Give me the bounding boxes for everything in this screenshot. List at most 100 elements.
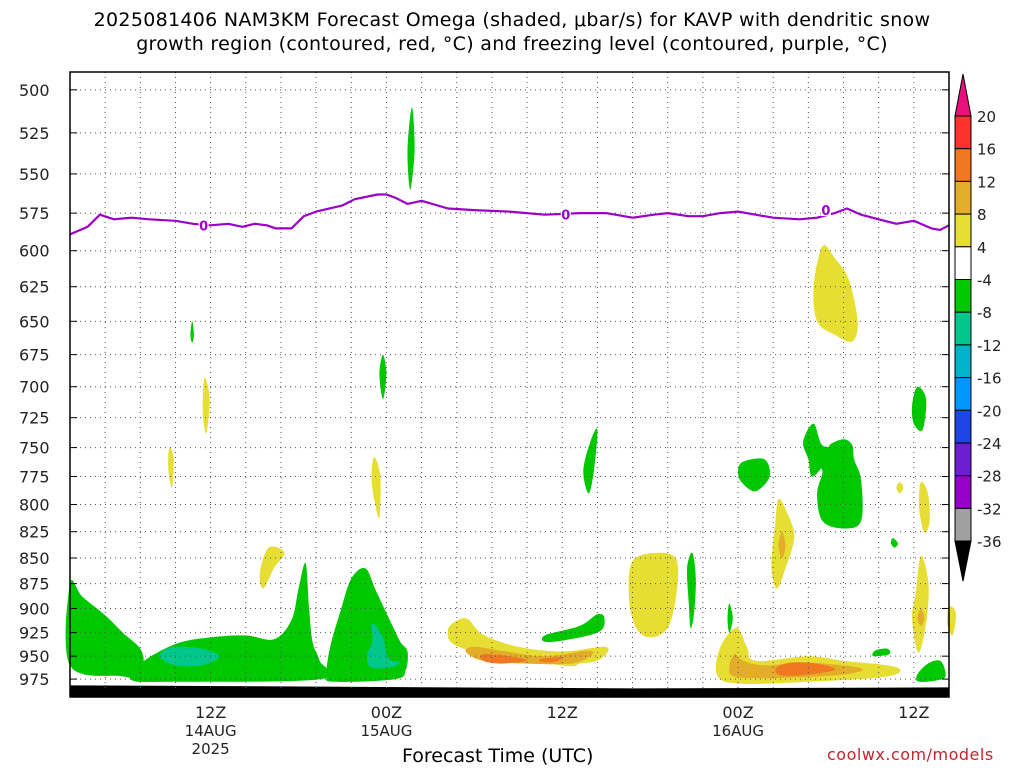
colorbar-label: -4 [977, 272, 992, 290]
y-tick-label: 700 [19, 378, 50, 397]
x-tick-label: 12Z [898, 703, 929, 722]
omega-region [366, 622, 401, 669]
omega-region [813, 439, 863, 529]
freezing-level-line [69, 193, 950, 236]
y-tick-label: 575 [19, 204, 50, 223]
x-axis-label: Forecast Time (UTC) [402, 745, 594, 767]
colorbar-label: -36 [977, 533, 1002, 551]
y-tick-label: 800 [19, 496, 50, 515]
colorbar-label: -16 [977, 370, 1002, 388]
x-tick-year: 2025 [192, 740, 230, 758]
colorbar-swatch [954, 344, 972, 379]
omega-region [538, 657, 563, 663]
omega-region [202, 377, 210, 434]
x-tick-label: 12Z [547, 703, 578, 722]
omega-region [813, 245, 858, 342]
freezing-level-label: 0 [199, 219, 208, 234]
y-tick-label: 500 [19, 81, 50, 100]
ground-layer [70, 685, 949, 697]
omega-region [911, 386, 927, 432]
omega-region [168, 447, 174, 489]
y-tick-label: 550 [19, 165, 50, 184]
colorbar-swatch [954, 279, 972, 313]
chart-title-line-2: growth region (contoured, red, °C) and f… [136, 33, 888, 55]
ground-surface [70, 685, 949, 697]
omega-region [371, 456, 381, 519]
y-tick-label: 525 [19, 124, 50, 143]
y-tick-label: 975 [19, 670, 50, 689]
y-tick-label: 850 [19, 549, 50, 568]
x-tick-label: 00Z [722, 703, 753, 722]
freezing-level-label-bg [820, 202, 831, 217]
colorbar-label: -28 [977, 468, 1002, 486]
source-credit: coolwx.com/models [827, 745, 994, 764]
omega-shading-layer [65, 107, 957, 684]
x-tick-label: 00Z [371, 703, 402, 722]
omega-region [737, 458, 771, 492]
omega-region [916, 660, 946, 682]
y-tick-label: 750 [19, 439, 50, 458]
freezing-level-label: 0 [821, 204, 830, 219]
colorbar-label: -32 [977, 500, 1002, 518]
y-tick-label: 625 [19, 278, 50, 297]
colorbar-swatch [954, 115, 972, 150]
y-tick-label: 900 [19, 599, 50, 618]
freezing-level-label: 0 [561, 209, 570, 224]
chart-title-line-1: 2025081406 NAM3KM Forecast Omega (shaded… [93, 9, 931, 31]
colorbar-swatch [954, 377, 972, 411]
omega-region [407, 107, 415, 190]
omega-region [190, 321, 194, 343]
y-tick-label: 825 [19, 523, 50, 542]
x-tick-date: 15AUG [360, 722, 412, 740]
omega-region [326, 567, 408, 683]
omega-region [802, 423, 841, 477]
colorbar-swatch [954, 475, 972, 509]
omega-region [159, 646, 220, 667]
omega-region [778, 531, 786, 558]
omega-region [480, 654, 528, 664]
colorbar-label: 8 [977, 206, 987, 224]
omega-region [129, 562, 332, 683]
y-tick-label: 875 [19, 575, 50, 594]
y-axis-ticks: 500 525 550 575 600 625 650 675 700 725 750 775 800 8… [19, 81, 949, 689]
y-tick-label: 600 [19, 242, 50, 261]
omega-region [912, 555, 929, 653]
y-tick-label: 725 [19, 409, 50, 428]
colorbar-swatch [954, 311, 972, 346]
colorbar-label: -24 [977, 435, 1002, 453]
y-tick-label: 925 [19, 624, 50, 643]
freezing-level-label-bg [198, 217, 209, 232]
omega-region [890, 538, 899, 548]
colorbar-swatch [954, 507, 972, 542]
omega-region [541, 613, 605, 643]
colorbar-swatch [954, 442, 972, 477]
y-tick-label: 950 [19, 647, 50, 666]
omega-region [918, 481, 930, 534]
colorbar-swatch [954, 213, 972, 248]
omega-region [727, 603, 733, 633]
colorbar-label: -20 [977, 402, 1002, 420]
freezing-level-label-bg [560, 206, 571, 221]
colorbar-label: -12 [977, 337, 1002, 355]
colorbar-label: 4 [977, 239, 987, 257]
colorbar-label: 16 [977, 141, 996, 159]
x-tick-date: 16AUG [712, 722, 764, 740]
omega-region [379, 354, 387, 400]
colorbar-label: -8 [977, 304, 992, 322]
omega-region [686, 552, 696, 629]
omega-region [628, 552, 679, 638]
plot-frame [69, 71, 950, 698]
grid-layer [70, 72, 950, 697]
colorbar-swatch [954, 180, 972, 215]
colorbar-legend: 20 16 12 8 4 -4 -8 -12 -16 -20 -24 -28 -32 -36 [954, 73, 1002, 582]
colorbar-label: 20 [977, 108, 996, 126]
colorbar-label: 12 [977, 173, 996, 191]
colorbar-top-arrow [954, 73, 972, 117]
omega-region [583, 428, 598, 494]
colorbar-swatch [954, 148, 972, 182]
omega-region [65, 579, 147, 681]
y-tick-label: 650 [19, 312, 50, 331]
omega-region [917, 608, 925, 626]
